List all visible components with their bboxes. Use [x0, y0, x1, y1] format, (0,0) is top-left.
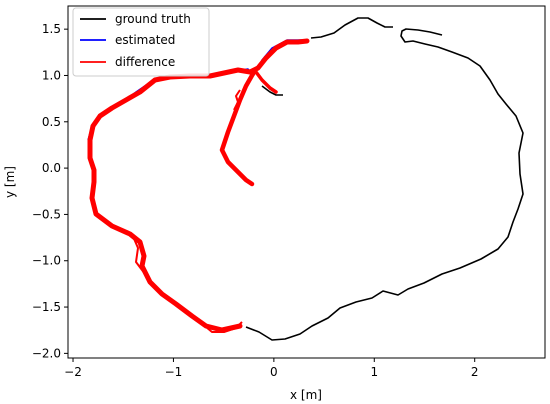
difference-line-hairs-a: [131, 233, 151, 281]
legend-box: [72, 7, 210, 77]
legend-label-ground-truth: ground truth: [115, 12, 191, 26]
difference-band: [87, 38, 310, 333]
legend-label-difference: difference: [115, 55, 175, 69]
x-axis-label: x [m]: [290, 388, 322, 402]
y-tick-label: 1.0: [42, 68, 61, 82]
ground-truth-line-inner: [310, 17, 393, 39]
y-axis-label: y [m]: [3, 166, 17, 198]
x-tick-label: −2: [64, 365, 82, 379]
data-layer: [87, 17, 524, 341]
y-tick-label: −2.0: [32, 346, 61, 360]
y-axis: −2.0 −1.5 −1.0 −0.5 0.0 0.5 1.0 1.5: [32, 22, 68, 360]
y-tick-label: 0.5: [42, 115, 61, 129]
x-axis: −2 −1 0 1 2: [64, 358, 479, 379]
y-tick-label: −0.5: [32, 207, 61, 221]
difference-line-hairs-b: [233, 89, 241, 111]
x-tick-label: 0: [270, 365, 278, 379]
y-tick-label: −1.5: [32, 300, 61, 314]
x-tick-label: 2: [471, 365, 479, 379]
difference-line-branch: [219, 69, 257, 187]
difference-line-tail: [254, 70, 278, 94]
y-tick-label: 1.5: [42, 22, 61, 36]
axes-frame: [67, 5, 546, 359]
legend-label-estimated: estimated: [115, 33, 175, 47]
ground-truth-line: [245, 28, 524, 341]
y-tick-label: 0.0: [42, 161, 61, 175]
difference-line-main: [87, 38, 310, 333]
x-tick-label: 1: [370, 365, 378, 379]
legend: ground truth estimated difference: [72, 7, 210, 77]
x-tick-label: −1: [165, 365, 183, 379]
ground-truth-line-tail: [261, 85, 283, 96]
y-tick-label: −1.0: [32, 254, 61, 268]
difference-line-hairs-c: [199, 321, 243, 333]
